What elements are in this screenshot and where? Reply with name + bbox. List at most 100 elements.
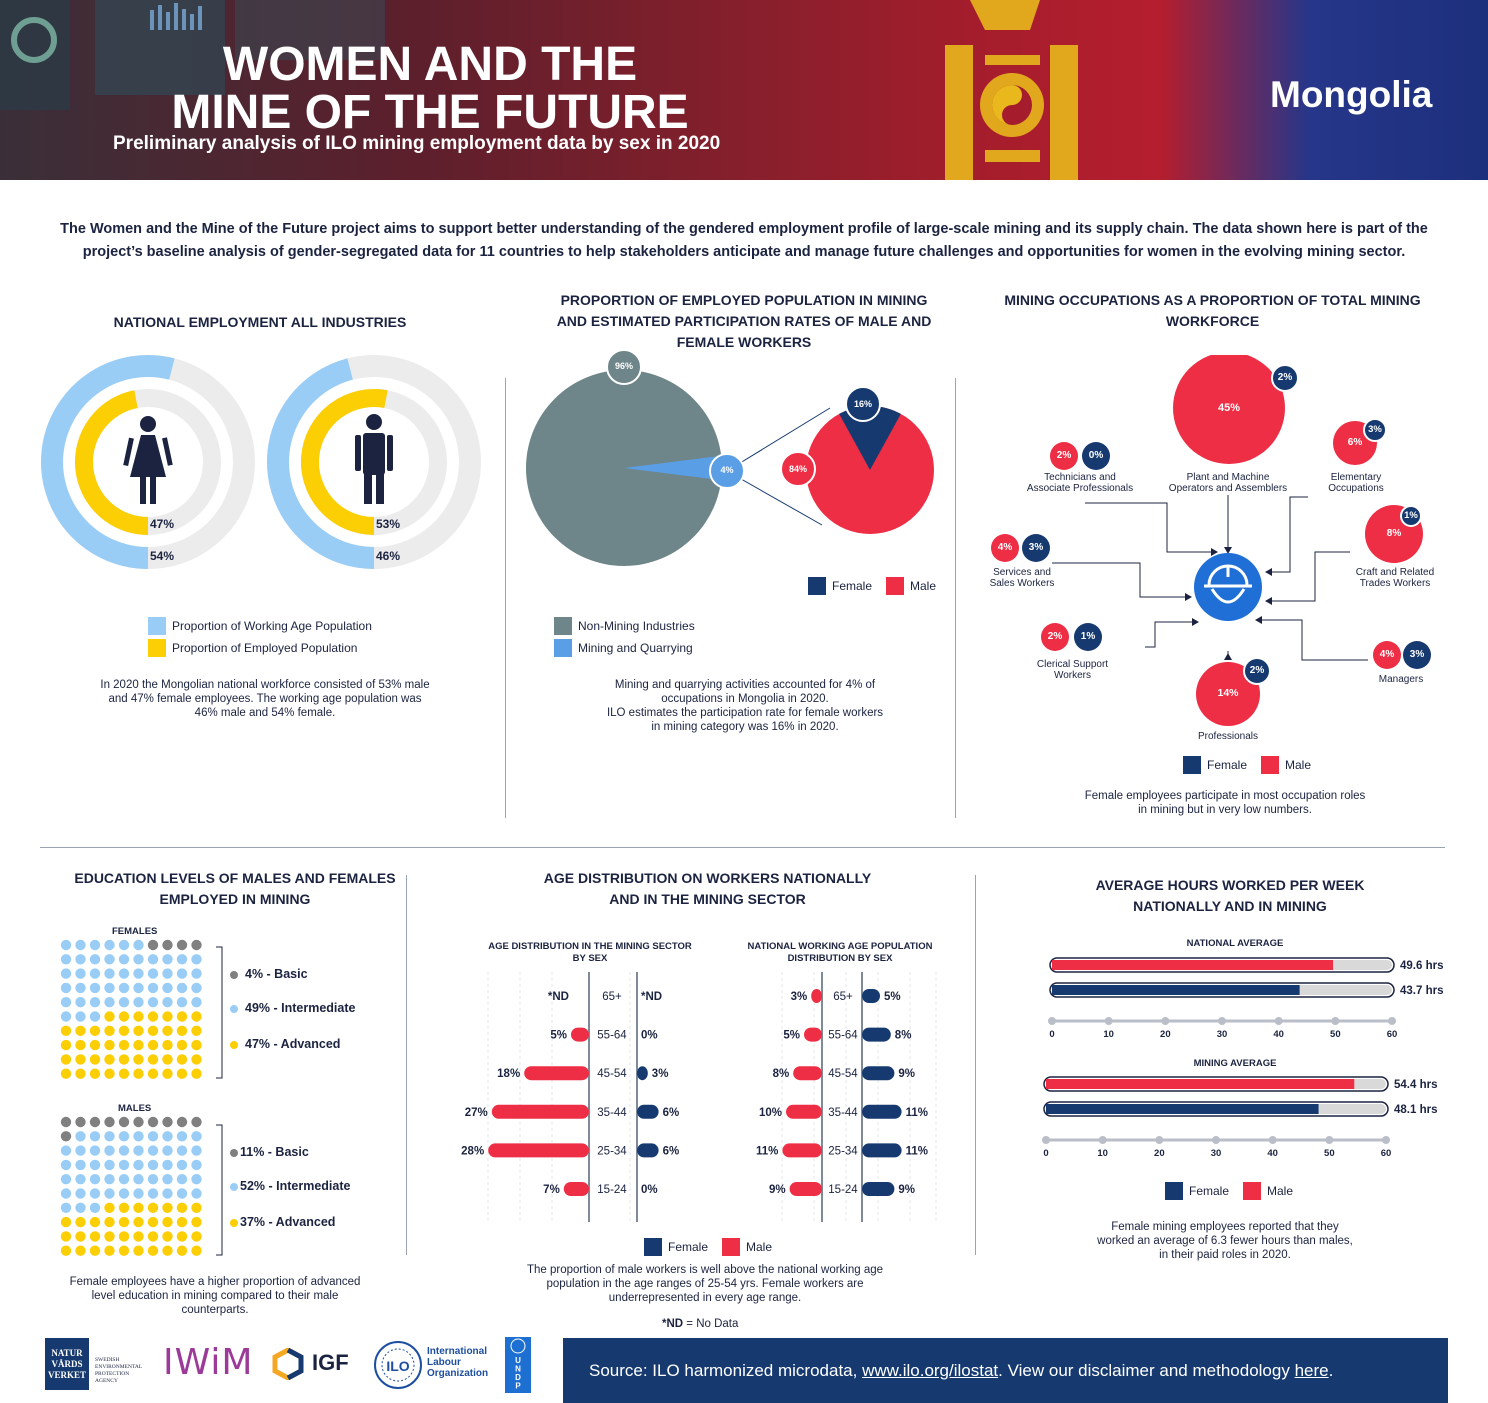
dot-basic (176, 939, 188, 951)
dot-intermediate (60, 954, 72, 965)
note-line: Mining and quarrying activities accounte… (614, 679, 876, 691)
dot-advanced (60, 1231, 72, 1242)
title-line-1: WOMEN AND THE (222, 38, 638, 91)
craft-male-pct: 8% (1386, 528, 1402, 539)
dot-advanced (147, 1202, 159, 1213)
female-value-label: 6% (663, 1145, 680, 1157)
age-category-label: 35-44 (597, 1107, 627, 1119)
dot-basic (104, 1116, 115, 1128)
dot-advanced (176, 1054, 188, 1065)
age-category-label: 25-34 (597, 1145, 627, 1157)
source-mid: . View our disclaimer and methodology (998, 1360, 1290, 1380)
female-value-label: 0% (641, 1030, 658, 1042)
proportion-mining-pies (526, 350, 934, 566)
hours-title: AVERAGE HOURS WORKED PER WEEK NATIONALLY… (1020, 875, 1440, 917)
divider (955, 378, 956, 818)
national-age-title-l2: DISTRIBUTION BY SEX (787, 953, 893, 964)
dot-advanced (147, 1068, 159, 1079)
age-category-label: 15-24 (828, 1184, 858, 1196)
legend-female: Female (808, 575, 872, 597)
dot-advanced (191, 1011, 202, 1022)
dot-intermediate (191, 1188, 202, 1199)
female-value-label: 6% (663, 1107, 680, 1119)
dot-intermediate (133, 1174, 144, 1185)
legend-swatch-female (808, 577, 826, 595)
dot-intermediate (104, 954, 115, 965)
dot-intermediate (176, 1159, 188, 1171)
national-employment-legend: Proportion of Working Age Population Pro… (148, 615, 372, 659)
methodology-link[interactable]: here (1294, 1360, 1329, 1380)
dot-advanced (75, 1054, 86, 1065)
dot-intermediate (89, 1159, 101, 1171)
clerical-male-pct: 2% (1047, 631, 1063, 642)
male-bar (789, 1182, 822, 1196)
legend-female: Female (644, 1236, 708, 1258)
male-employed-pct: 53% (376, 517, 401, 531)
hours-tick-label: 40 (1267, 1148, 1278, 1159)
bubble-elementary-female (1363, 418, 1387, 442)
male-value-label: 5% (783, 1030, 800, 1042)
plant-male-pct: 45% (1217, 402, 1241, 414)
dot-advanced (176, 1245, 188, 1256)
dot-advanced (191, 1068, 202, 1079)
dot-advanced (162, 1011, 173, 1022)
mining-badge (709, 453, 745, 489)
dot-intermediate (104, 997, 115, 1008)
dot-intermediate (104, 939, 115, 951)
legend-working-age: Proportion of Working Age Population (148, 615, 372, 637)
note-line: Female employees participate in most occ… (1084, 790, 1366, 802)
bubble-craft-female (1400, 505, 1422, 527)
dot-advanced (162, 1039, 173, 1051)
dot-intermediate (118, 1174, 130, 1185)
igf-logo-mark (272, 1348, 304, 1380)
females-label: FEMALES (112, 926, 158, 937)
managers-female-pct: 3% (1409, 649, 1425, 660)
participation-pie (806, 406, 934, 534)
dot-intermediate (75, 968, 86, 979)
mining-age-title-l2: BY SEX (572, 953, 608, 964)
divider (505, 378, 506, 818)
dot-advanced (104, 1068, 115, 1079)
dot-intermediate (118, 982, 130, 994)
monitor-bars (150, 3, 202, 30)
female-bar (637, 1104, 659, 1119)
bubble-clerical-female (1074, 623, 1102, 651)
dot-basic (60, 1116, 72, 1128)
age-title: AGE DISTRIBUTION ON WORKERS NATIONALLY A… (490, 868, 925, 910)
occupations-title: MINING OCCUPATIONS AS A PROPORTION OF TO… (1004, 292, 1421, 329)
education-note: Female employees have a higher proportio… (50, 1275, 380, 1317)
ilostat-link[interactable]: www.ilo.org/ilostat (862, 1360, 999, 1380)
dot-advanced (162, 1231, 173, 1242)
bubble-plant-male (1173, 355, 1285, 464)
male-value-label: 18% (497, 1068, 520, 1080)
dot-advanced (118, 1011, 130, 1022)
legend-dot-basic (230, 1149, 238, 1157)
dot-advanced (75, 1231, 86, 1242)
age-legend: Female Male (644, 1236, 772, 1258)
note-line: occupations in Mongolia in 2020. (661, 693, 829, 705)
female-employed-arc (75, 390, 149, 535)
male-participation-pct: 84% (788, 464, 807, 474)
male-value-label: 5% (550, 1030, 567, 1042)
occupation-label-craft: Craft and Related Trades Workers (1355, 567, 1435, 589)
hours-axis-tick (1048, 1017, 1056, 1025)
dot-intermediate (89, 1188, 101, 1199)
dot-advanced (118, 1054, 130, 1065)
dot-intermediate (147, 954, 159, 965)
female-value-label: 9% (898, 1068, 915, 1080)
note-line: ILO estimates the participation rate for… (606, 707, 884, 719)
dot-basic (162, 1116, 173, 1128)
dot-basic (176, 1116, 188, 1128)
dot-advanced (104, 1216, 115, 1228)
age-category-label: 45-54 (828, 1068, 858, 1080)
mining-age-title-l1: AGE DISTRIBUTION IN THE MINING SECTOR (488, 941, 692, 952)
title-line-2: MINE OF THE FUTURE (171, 86, 689, 139)
dot-advanced (133, 1011, 144, 1022)
dot-advanced (133, 1202, 144, 1213)
helmet-icon (1204, 564, 1252, 604)
occupation-label-professionals: Professionals (1197, 731, 1259, 742)
female-value-label: 0% (641, 1184, 658, 1196)
national-average-title: NATIONAL AVERAGE (1186, 938, 1284, 949)
age-title-l2: AND IN THE MINING SECTOR (609, 891, 806, 907)
dot-intermediate (75, 1188, 86, 1199)
